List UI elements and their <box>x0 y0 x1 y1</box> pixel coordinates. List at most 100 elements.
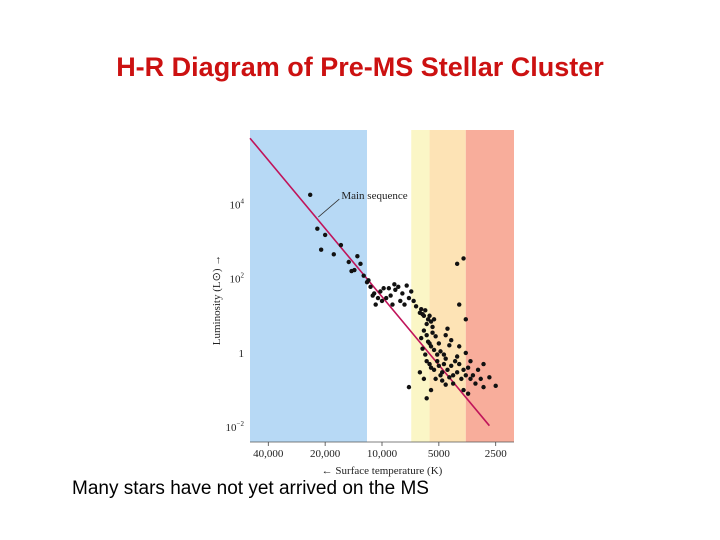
star-point <box>411 298 416 304</box>
star-point <box>424 396 429 401</box>
star-point <box>438 349 443 354</box>
annotation-leader <box>318 198 340 218</box>
y-axis-label: Luminosity (L⊙) → <box>211 255 223 346</box>
star-point <box>454 370 460 375</box>
star-point <box>465 365 471 370</box>
star-point <box>433 376 438 382</box>
y-tick-label: 102 <box>230 272 245 286</box>
star-point <box>421 328 427 333</box>
x-tick-label: 5000 <box>428 448 451 460</box>
star-point <box>468 358 473 364</box>
star-point <box>438 373 443 378</box>
star-point <box>443 356 448 361</box>
star-point <box>428 319 434 324</box>
star-point <box>406 295 412 301</box>
star-point <box>431 367 437 373</box>
temperature-band-4 <box>465 130 514 442</box>
star-point <box>368 284 373 290</box>
star-point <box>355 254 360 259</box>
star-point <box>366 278 371 283</box>
star-point <box>470 373 476 378</box>
star-point <box>447 343 452 348</box>
star-point <box>449 337 454 343</box>
star-point <box>461 367 466 373</box>
star-point <box>457 361 462 367</box>
caption: Many stars have not yet arrived on the M… <box>72 478 429 499</box>
y-tick-label: 10−2 <box>226 420 245 434</box>
star-point <box>427 341 432 346</box>
star-point <box>435 358 440 364</box>
x-axis-label: ← Surface temperature (K) <box>322 465 443 477</box>
star-point <box>378 289 383 294</box>
star-point <box>430 330 435 335</box>
y-tick-label: 1 <box>239 348 245 360</box>
main-sequence-annotation: Main sequence <box>318 190 408 218</box>
star-point <box>457 302 462 307</box>
star-point <box>427 361 432 367</box>
star-point <box>461 387 466 393</box>
x-tick-label: 20,000 <box>310 448 341 460</box>
star-point <box>381 286 386 291</box>
star-point <box>445 367 450 373</box>
star-point <box>396 284 401 290</box>
star-point <box>373 302 378 307</box>
star-points <box>307 192 498 401</box>
star-point <box>386 286 392 291</box>
star-point <box>436 341 442 346</box>
star-point <box>468 376 473 382</box>
star-point <box>473 381 478 386</box>
star-point <box>454 261 460 267</box>
star-point <box>463 350 468 356</box>
star-point <box>393 287 398 292</box>
star-point <box>349 268 354 274</box>
star-point <box>358 261 363 267</box>
star-point <box>421 376 427 382</box>
star-point <box>431 347 437 353</box>
star-point <box>452 358 458 364</box>
x-tick-label: 2500 <box>485 448 508 460</box>
star-point <box>338 242 344 248</box>
star-point <box>449 363 454 368</box>
star-point <box>435 352 440 357</box>
star-point <box>439 378 445 383</box>
star-point <box>450 373 456 378</box>
y-tick-label: 104 <box>230 197 245 211</box>
temperature-band-2 <box>411 130 430 442</box>
star-point <box>388 293 393 298</box>
star-point <box>431 317 437 322</box>
star-point <box>461 256 466 261</box>
star-point <box>463 317 468 322</box>
x-tick-label: 10,000 <box>367 448 398 460</box>
star-point <box>424 321 429 327</box>
temperature-band-3 <box>429 130 466 442</box>
star-point <box>447 375 452 380</box>
star-point <box>379 298 385 304</box>
star-point <box>430 324 435 330</box>
star-point <box>392 282 397 287</box>
star-point <box>428 365 434 370</box>
x-tick-label: 40,000 <box>253 448 284 460</box>
star-point <box>370 293 375 298</box>
star-point <box>307 192 313 198</box>
star-point <box>481 384 486 390</box>
star-point <box>346 259 351 265</box>
star-point <box>423 308 428 313</box>
star-point <box>487 375 492 380</box>
star-point <box>331 252 336 257</box>
temperature-bands <box>250 130 514 442</box>
star-point <box>443 332 448 338</box>
star-point <box>413 304 419 309</box>
temperature-band-1 <box>367 130 412 442</box>
star-point <box>427 313 432 318</box>
star-point <box>441 352 447 357</box>
star-point <box>406 384 412 390</box>
star-point <box>409 289 414 294</box>
star-point <box>443 382 448 387</box>
star-point <box>423 352 428 357</box>
star-point <box>493 383 498 389</box>
star-point <box>361 273 366 278</box>
star-point <box>420 346 425 351</box>
star-point <box>478 376 483 382</box>
star-point <box>457 344 462 349</box>
